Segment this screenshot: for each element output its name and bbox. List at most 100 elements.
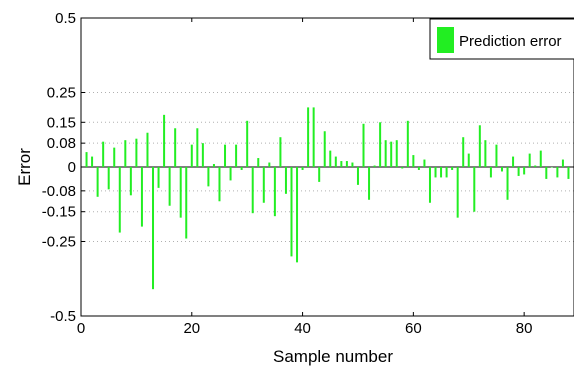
bar bbox=[368, 167, 371, 200]
y-tick-label: 0.15 bbox=[47, 114, 76, 131]
bar bbox=[163, 114, 166, 167]
y-tick-label: -0.25 bbox=[42, 234, 76, 251]
x-tick-label: 0 bbox=[77, 320, 85, 337]
bar bbox=[401, 167, 404, 169]
bar bbox=[246, 120, 249, 167]
bar bbox=[462, 137, 465, 167]
bar bbox=[528, 153, 531, 167]
bar bbox=[512, 156, 515, 167]
bar bbox=[428, 167, 431, 203]
bar bbox=[312, 107, 315, 167]
bar bbox=[467, 153, 470, 167]
bar bbox=[207, 167, 210, 187]
bar bbox=[240, 167, 243, 170]
bar bbox=[434, 167, 437, 178]
bar bbox=[517, 167, 520, 176]
y-axis-label: Error bbox=[15, 148, 34, 186]
bar bbox=[224, 144, 227, 167]
bar bbox=[118, 167, 121, 233]
y-tick-label: -0.15 bbox=[42, 204, 76, 221]
bar bbox=[556, 167, 559, 178]
bars bbox=[85, 107, 570, 290]
bar bbox=[284, 167, 287, 194]
bar bbox=[135, 138, 138, 167]
bar bbox=[351, 162, 354, 167]
bar bbox=[296, 167, 299, 263]
bar bbox=[129, 167, 132, 196]
bar bbox=[539, 150, 542, 167]
bar bbox=[235, 144, 238, 167]
legend: Prediction error bbox=[429, 18, 574, 60]
bar bbox=[307, 107, 310, 167]
bar bbox=[390, 141, 393, 167]
bar bbox=[152, 167, 155, 290]
bar bbox=[262, 167, 265, 203]
bar bbox=[545, 167, 548, 179]
y-tick-label: 0.5 bbox=[55, 10, 76, 27]
legend-swatch bbox=[437, 27, 454, 53]
bar bbox=[157, 167, 160, 188]
bar bbox=[456, 167, 459, 218]
bar bbox=[362, 123, 365, 167]
bar bbox=[340, 161, 343, 167]
bar bbox=[356, 167, 359, 185]
bar bbox=[345, 161, 348, 167]
y-tick-label: 0.08 bbox=[47, 135, 76, 152]
bar bbox=[107, 167, 110, 190]
bar bbox=[179, 167, 182, 218]
bar bbox=[102, 141, 105, 167]
bar bbox=[534, 165, 537, 167]
bar bbox=[290, 167, 293, 257]
bar bbox=[185, 167, 188, 239]
bar bbox=[113, 147, 116, 167]
y-tick-labels: -0.5 -0.25 -0.15 -0.08 0 0.08 0.15 0.25 0.5 bbox=[42, 10, 76, 325]
bar bbox=[500, 167, 503, 172]
y-tick-label: 0.25 bbox=[47, 85, 76, 102]
bar bbox=[451, 167, 454, 170]
bar bbox=[201, 143, 204, 167]
bar bbox=[85, 152, 88, 167]
bar bbox=[473, 167, 476, 212]
bar bbox=[412, 155, 415, 167]
axis-ticks bbox=[80, 17, 525, 317]
bar bbox=[478, 125, 481, 167]
bar bbox=[561, 159, 564, 167]
legend-label: Prediction error bbox=[459, 33, 562, 50]
bar bbox=[174, 128, 177, 167]
y-tick-label: -0.08 bbox=[42, 183, 76, 200]
bar bbox=[168, 167, 171, 206]
bar bbox=[251, 167, 254, 214]
bar bbox=[550, 167, 553, 168]
bar bbox=[567, 167, 570, 179]
bar bbox=[489, 167, 492, 178]
bar bbox=[406, 120, 409, 167]
bar bbox=[323, 131, 326, 167]
bar bbox=[124, 140, 127, 167]
bar bbox=[268, 162, 271, 167]
bar bbox=[229, 167, 232, 181]
x-tick-label: 40 bbox=[294, 320, 311, 337]
bar bbox=[257, 158, 260, 167]
bar bbox=[334, 156, 337, 167]
bar bbox=[440, 167, 443, 178]
bar bbox=[212, 164, 215, 167]
bar bbox=[506, 167, 509, 200]
y-tick-label: -0.5 bbox=[50, 308, 76, 325]
bar bbox=[379, 122, 382, 167]
bar bbox=[301, 167, 304, 170]
bar bbox=[395, 140, 398, 167]
bar bbox=[423, 159, 426, 167]
bar bbox=[140, 167, 143, 227]
bar bbox=[196, 128, 199, 167]
bar bbox=[318, 167, 321, 182]
bar bbox=[190, 144, 193, 167]
bar bbox=[484, 140, 487, 167]
bar bbox=[279, 137, 282, 167]
bar bbox=[273, 167, 276, 217]
x-axis-label: Sample number bbox=[273, 347, 393, 366]
bar bbox=[329, 150, 332, 167]
bar bbox=[417, 167, 420, 170]
y-tick-label: 0 bbox=[68, 159, 76, 176]
